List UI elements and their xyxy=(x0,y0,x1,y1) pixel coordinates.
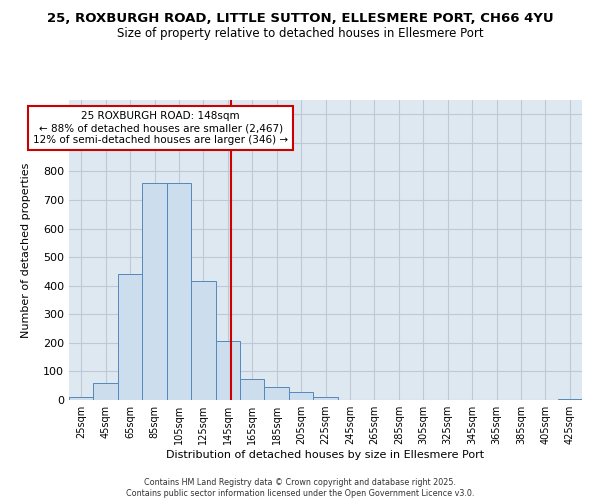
Bar xyxy=(557,398,582,400)
Text: Size of property relative to detached houses in Ellesmere Port: Size of property relative to detached ho… xyxy=(116,28,484,40)
X-axis label: Distribution of detached houses by size in Ellesmere Port: Distribution of detached houses by size … xyxy=(166,450,485,460)
Bar xyxy=(167,183,191,400)
Y-axis label: Number of detached properties: Number of detached properties xyxy=(20,162,31,338)
Text: 25, ROXBURGH ROAD, LITTLE SUTTON, ELLESMERE PORT, CH66 4YU: 25, ROXBURGH ROAD, LITTLE SUTTON, ELLESM… xyxy=(47,12,553,26)
Bar xyxy=(289,392,313,400)
Text: 25 ROXBURGH ROAD: 148sqm
← 88% of detached houses are smaller (2,467)
12% of sem: 25 ROXBURGH ROAD: 148sqm ← 88% of detach… xyxy=(33,112,288,144)
Bar xyxy=(313,396,338,400)
Bar xyxy=(265,387,289,400)
Bar xyxy=(215,342,240,400)
Bar xyxy=(118,274,142,400)
Bar xyxy=(69,397,94,400)
Bar xyxy=(240,378,265,400)
Text: Contains HM Land Registry data © Crown copyright and database right 2025.
Contai: Contains HM Land Registry data © Crown c… xyxy=(126,478,474,498)
Bar xyxy=(191,282,215,400)
Bar xyxy=(142,183,167,400)
Bar xyxy=(94,383,118,400)
